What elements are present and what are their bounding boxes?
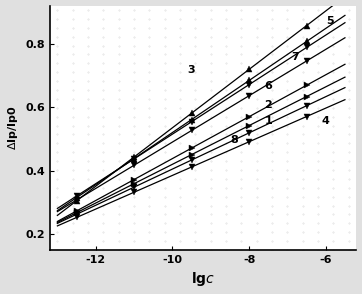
Text: 7: 7 bbox=[291, 52, 299, 62]
Text: 3: 3 bbox=[188, 65, 195, 75]
X-axis label: lg$\it{c}$: lg$\it{c}$ bbox=[191, 270, 215, 288]
Text: 6: 6 bbox=[264, 81, 272, 91]
Text: 8: 8 bbox=[230, 136, 238, 146]
Text: 1: 1 bbox=[264, 116, 272, 126]
Y-axis label: $\Delta$Ip/Ip0: $\Delta$Ip/Ip0 bbox=[5, 105, 20, 150]
Text: 5: 5 bbox=[326, 16, 333, 26]
Text: 2: 2 bbox=[264, 100, 272, 110]
Text: 4: 4 bbox=[322, 116, 330, 126]
